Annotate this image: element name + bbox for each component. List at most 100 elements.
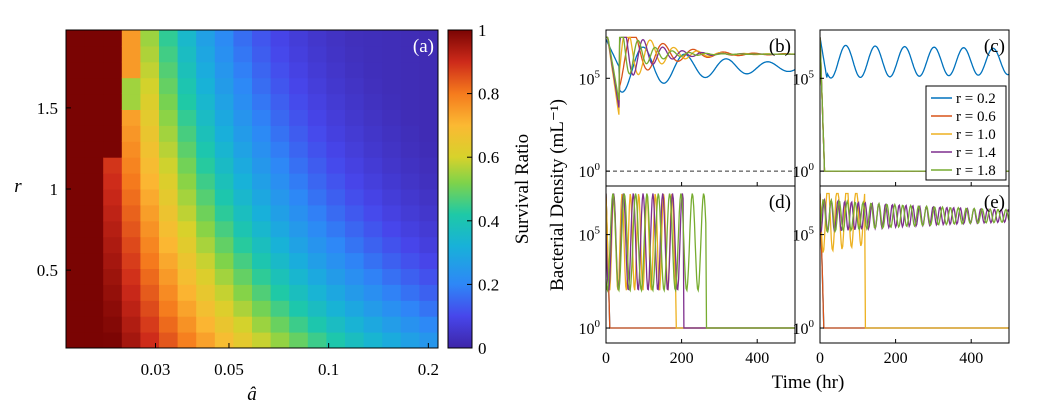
series-line-r14 [606,36,795,108]
heatmap-cell [363,173,383,190]
heatmap-y-tick-label: 1 [50,180,59,199]
heatmap-cell [289,236,309,254]
heatmap-cell [252,204,272,222]
heatmap-cell [121,284,141,301]
heatmap-cell [84,157,104,174]
heatmap-cell [84,300,104,317]
heatmap-cell [289,284,309,301]
heatmap-cell [177,45,197,63]
heatmap-cell [214,141,234,158]
heatmap-cell [419,157,439,174]
heatmap-cell [159,252,179,269]
heatmap-cell [121,252,141,269]
heatmap-cell [196,204,216,222]
heatmap-cell [270,93,290,110]
y-tick-exponent: 5 [595,225,601,237]
heatmap-cell [363,157,383,174]
heatmap-cell [233,268,253,285]
panel-frame [605,185,796,344]
heatmap-cell [382,77,402,95]
heatmap-cell [196,157,216,174]
heatmap-cell [270,189,290,206]
heatmap-cell [159,141,179,158]
heatmap-cell [345,204,365,222]
y-tick-label: 100 [793,318,815,338]
heatmap-cell [214,268,234,285]
heatmap-cell [363,236,383,254]
heatmap-cell [382,125,402,142]
heatmap-cell [307,173,327,190]
heatmap-cell [326,141,346,158]
heatmap-cell [326,268,346,285]
heatmap-cell [196,109,216,126]
heatmap-cell [140,284,160,301]
heatmap-cell [66,157,86,174]
heatmap-cell [121,316,141,333]
heatmap-cell [345,252,365,269]
heatmap-cell [103,77,123,95]
y-tick-exponent: 5 [809,225,815,237]
heatmap-cell [214,93,234,110]
heatmap-cell [363,141,383,158]
heatmap-cell [233,141,253,158]
heatmap-cell [345,236,365,254]
heatmap-cell [419,236,439,254]
x-tick-label: 0 [816,350,824,367]
heatmap-cell [326,61,346,79]
heatmap-cell [382,300,402,317]
heatmap-cell [177,284,197,301]
timeseries-x-axis-label: Time (hr) [772,372,845,393]
heatmap-cell [419,316,439,333]
heatmap-cell [84,284,104,301]
heatmap-cell [233,157,253,174]
heatmap-cell [214,220,234,238]
y-tick-base: 10 [579,228,595,245]
heatmap-cell [66,316,86,333]
heatmap-cell [66,173,86,190]
heatmap-cell [121,189,141,206]
heatmap-cell [140,61,160,79]
heatmap-cell [270,77,290,95]
heatmap-cell [233,300,253,317]
colorbar-tick-label: 0.2 [478,275,499,294]
heatmap-cell [84,189,104,206]
heatmap-cell [84,252,104,269]
heatmap-cell [419,284,439,301]
heatmap-cell [177,220,197,238]
heatmap-cell [345,93,365,110]
heatmap-cell [326,236,346,254]
heatmap-cell [270,268,290,285]
heatmap-cell [66,284,86,301]
heatmap-cell [400,77,420,95]
y-tick-base: 10 [793,321,809,338]
heatmap-cell [326,157,346,174]
heatmap-cell [214,61,234,79]
heatmap-cell [345,173,365,190]
heatmap-cell [345,220,365,238]
heatmap-cell [252,332,272,349]
heatmap-cell [363,45,383,63]
heatmap-cell [140,252,160,269]
heatmap-cell [270,204,290,222]
heatmap-cell [289,77,309,95]
heatmap-cell [196,300,216,317]
series-line-r18 [820,197,1009,234]
heatmap-cell [326,252,346,269]
heatmap-cell [289,316,309,333]
heatmap-cell [84,77,104,95]
heatmap-cell [233,109,253,126]
heatmap-cell [196,236,216,254]
panel-label: (e) [984,192,1005,213]
heatmap-cell [270,316,290,333]
heatmap-cell [400,157,420,174]
heatmap-cell [214,189,234,206]
heatmap-cell [121,109,141,126]
heatmap-cell [84,125,104,142]
panel-label: (c) [984,36,1005,57]
heatmap-cell [363,125,383,142]
heatmap-cell [363,268,383,285]
panel-frame [819,185,1010,344]
heatmap-cell [196,93,216,110]
colorbar-tick-label: 1 [478,21,487,40]
